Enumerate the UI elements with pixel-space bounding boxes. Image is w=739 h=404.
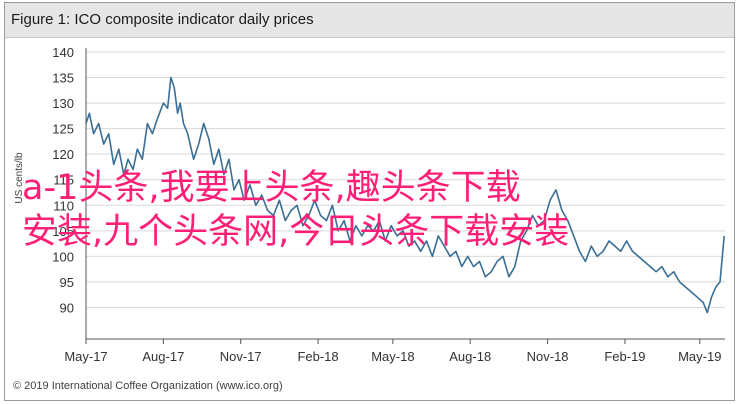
- y-axis-label: US cents/lb: [14, 152, 25, 204]
- series-layer: [85, 76, 725, 314]
- price-series-line: [85, 76, 725, 314]
- y-tick-label: 135: [52, 71, 74, 86]
- copyright-text: © 2019 International Coffee Organization…: [13, 380, 283, 392]
- watermark-overlay-line-2[interactable]: 安装,九个头条网,今日头条下载安装: [22, 212, 570, 252]
- y-tick-label: 125: [52, 122, 74, 137]
- x-tick-label: Feb-19: [604, 349, 645, 364]
- chart-title: Figure 1: ICO composite indicator daily …: [11, 11, 314, 28]
- y-tick-label: 95: [60, 275, 74, 290]
- x-tick-label: Aug-17: [142, 349, 184, 364]
- x-tick-label: Feb-18: [297, 349, 338, 364]
- title-band: Figure 1: ICO composite indicator daily …: [5, 3, 734, 38]
- y-tick-label: 140: [52, 45, 74, 60]
- watermark-overlay-line-1[interactable]: a-1头条,我要上头条,趣头条下载: [22, 168, 521, 208]
- axis-layer: 90 95 100 105 110 115 120 125 130 135 140 May-17 Aug…: [52, 45, 725, 364]
- y-tick-label: 115: [53, 173, 74, 188]
- y-tick-label: 90: [60, 300, 74, 315]
- y-tick-label: 100: [52, 249, 74, 264]
- x-tick-label: May-18: [371, 349, 414, 364]
- figure-frame: Figure 1: ICO composite indicator daily …: [4, 2, 735, 401]
- x-tick-label: Aug-18: [449, 349, 491, 364]
- y-tick-label: 105: [52, 224, 74, 239]
- y-tick-label: 120: [52, 147, 74, 162]
- grid-layer: [86, 51, 725, 308]
- x-tick-label: May-19: [678, 349, 721, 364]
- y-tick-label: 110: [53, 198, 74, 213]
- x-tick-label: Nov-17: [220, 349, 262, 364]
- x-tick-label: May-17: [64, 349, 107, 364]
- y-tick-label: 130: [52, 96, 74, 111]
- x-tick-label: Nov-18: [527, 349, 569, 364]
